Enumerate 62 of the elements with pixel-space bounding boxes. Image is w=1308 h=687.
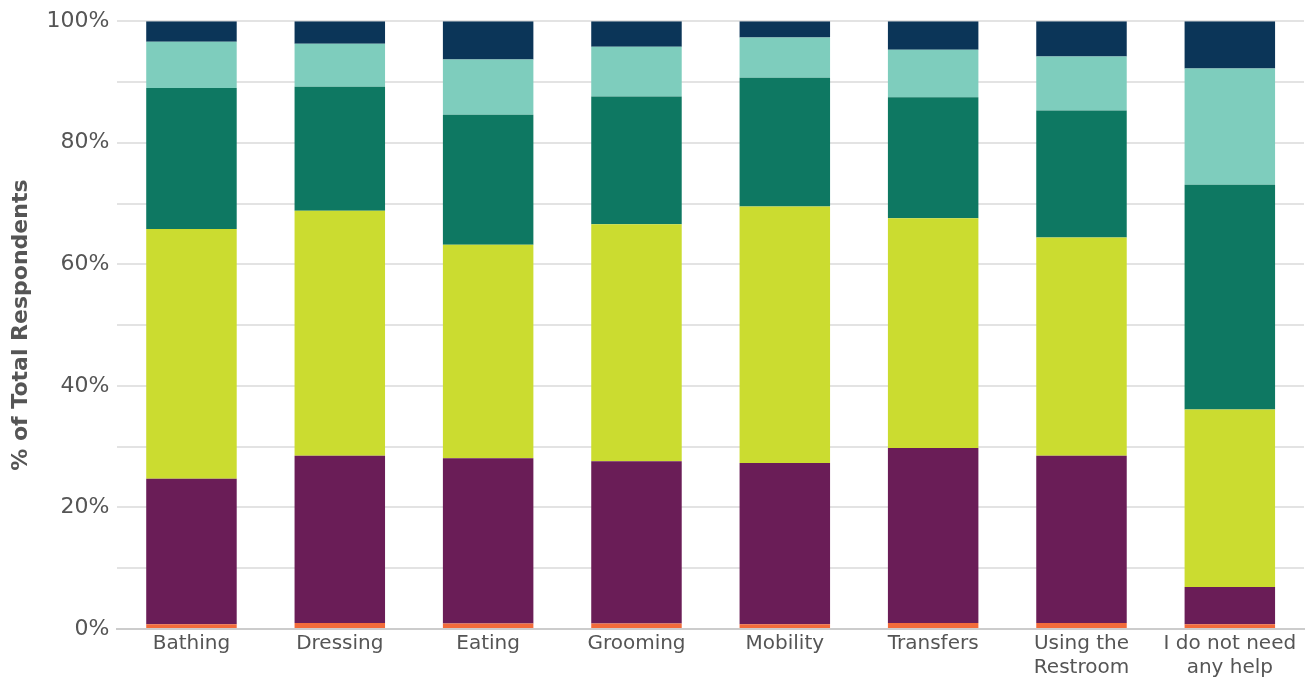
bar	[1036, 237, 1127, 456]
bar	[442, 458, 534, 624]
bar	[294, 622, 386, 628]
bar	[887, 447, 979, 623]
bar	[146, 229, 237, 479]
bar	[146, 624, 237, 628]
bar	[739, 77, 831, 207]
bar	[442, 114, 534, 245]
bar	[591, 46, 682, 97]
y-tick-label: 20%	[60, 493, 110, 519]
bar	[739, 206, 831, 464]
bar	[146, 21, 237, 42]
bar	[294, 21, 386, 44]
y-axis-title: % of Total Respondents	[6, 179, 32, 471]
x-tick-label: Transfers	[886, 630, 979, 655]
bar	[887, 622, 979, 628]
bar	[294, 43, 386, 87]
bar	[887, 218, 979, 448]
bar	[294, 86, 386, 211]
bar	[887, 49, 979, 98]
bar	[591, 96, 682, 225]
bar	[1184, 624, 1276, 628]
bar	[1036, 110, 1127, 238]
bar	[1184, 21, 1276, 69]
bar	[1036, 56, 1127, 111]
bar	[1184, 68, 1276, 185]
bar	[1184, 587, 1276, 625]
bar	[1036, 622, 1127, 628]
bar	[591, 623, 682, 628]
y-tick-label: 40%	[60, 371, 110, 397]
bar	[591, 224, 682, 462]
x-tick-label: Bathing	[152, 630, 231, 655]
bar	[1184, 409, 1276, 588]
y-tick-label: 60%	[60, 250, 110, 276]
y-tick-label: 100%	[46, 6, 110, 32]
bar	[442, 59, 534, 115]
bar	[739, 624, 831, 628]
y-tick-label: 0%	[74, 614, 110, 640]
bar	[1184, 184, 1276, 410]
bar	[442, 21, 534, 60]
bar	[146, 88, 237, 230]
bar	[146, 41, 237, 89]
x-tick-label: I do not need any help	[1163, 630, 1297, 679]
bar	[591, 21, 682, 47]
bar	[887, 97, 979, 219]
bar	[1036, 21, 1127, 57]
x-tick-label: Mobility	[745, 630, 825, 655]
bar	[1036, 455, 1127, 623]
bar	[739, 21, 831, 38]
x-tick-label: Dressing	[296, 630, 384, 655]
x-tick-label: Using the Restroom	[1033, 630, 1130, 679]
bar	[739, 463, 831, 625]
bar	[146, 478, 237, 625]
y-tick-label: 80%	[60, 128, 110, 154]
bar	[591, 461, 682, 624]
x-tick-label: Grooming	[587, 630, 686, 655]
bar	[442, 244, 534, 459]
bar	[739, 37, 831, 78]
x-tick-label: Eating	[456, 630, 520, 655]
bar	[294, 455, 386, 623]
bar	[294, 210, 386, 456]
bar	[887, 21, 979, 50]
